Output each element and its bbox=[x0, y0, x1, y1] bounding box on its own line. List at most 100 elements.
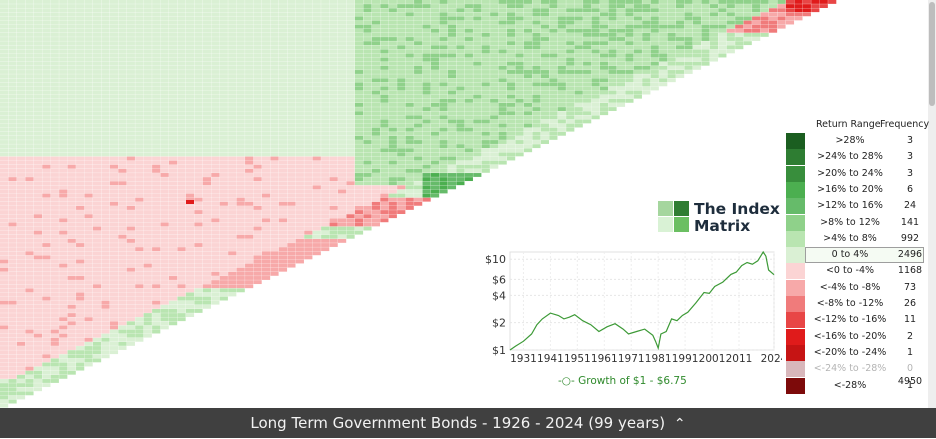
y-tick-label: $6 bbox=[492, 273, 506, 286]
footer-bar[interactable]: Long Term Government Bonds - 1926 - 2024… bbox=[0, 408, 936, 438]
x-tick-label: 1971 bbox=[618, 353, 645, 365]
scrollbar-thumb[interactable] bbox=[929, 2, 935, 106]
legend-row: 0 to 4%2496 bbox=[786, 247, 926, 263]
x-tick-label: 2024 bbox=[761, 353, 782, 365]
scrollbar[interactable] bbox=[928, 0, 936, 408]
legend-total: 4950 bbox=[894, 376, 926, 387]
legend-range-label: >8% to 12% bbox=[806, 215, 894, 231]
plot-area bbox=[510, 252, 774, 350]
legend-row: <-12% to -16%11 bbox=[786, 312, 926, 328]
logo-square bbox=[674, 217, 689, 232]
legend-swatch bbox=[786, 166, 805, 182]
legend-frequency-value: 11 bbox=[894, 312, 926, 328]
legend-row: >8% to 12%141 bbox=[786, 215, 926, 231]
x-tick-label: 1941 bbox=[537, 353, 564, 365]
legend-range-label: <-16% to -20% bbox=[806, 329, 894, 345]
legend-range-label: <-24% to -28% bbox=[806, 361, 894, 377]
growth-legend-label: Growth of $1 - $6.75 bbox=[578, 375, 687, 387]
legend-range-label: >24% to 28% bbox=[806, 149, 894, 165]
legend-frequency-value: 2496 bbox=[894, 247, 926, 263]
legend-range-label: >28% bbox=[806, 133, 894, 149]
y-tick-label: $4 bbox=[492, 289, 506, 302]
legend-range-label: <-12% to -16% bbox=[806, 312, 894, 328]
legend-frequency-value: 3 bbox=[894, 149, 926, 165]
legend-row: <-20% to -24%1 bbox=[786, 345, 926, 361]
logo-square bbox=[658, 217, 673, 232]
legend-row: >28%3 bbox=[786, 133, 926, 149]
logo: The Index Matrix bbox=[658, 201, 778, 233]
x-tick-label: 1981 bbox=[645, 353, 672, 365]
legend-swatch bbox=[786, 247, 805, 263]
y-tick-label: $1 bbox=[492, 344, 506, 357]
matrix-outlier-cell bbox=[186, 200, 194, 204]
x-tick-label: 2011 bbox=[726, 353, 753, 365]
legend-swatch bbox=[786, 361, 805, 377]
legend-header-range: Return Range bbox=[816, 118, 881, 132]
legend-row: >20% to 24%3 bbox=[786, 166, 926, 182]
footer-title: Long Term Government Bonds - 1926 - 2024… bbox=[250, 414, 665, 432]
legend-frequency-value: 0 bbox=[894, 361, 926, 377]
x-tick-label: 1931 bbox=[510, 353, 537, 365]
legend-range-label: >12% to 16% bbox=[806, 198, 894, 214]
legend-swatch bbox=[786, 345, 805, 361]
legend-row: >12% to 16%24 bbox=[786, 198, 926, 214]
legend-frequency-value: 6 bbox=[894, 182, 926, 198]
legend-swatch bbox=[786, 133, 805, 149]
legend-row: <0 to -4%1168 bbox=[786, 263, 926, 279]
x-tick-label: 2001 bbox=[699, 353, 726, 365]
growth-legend[interactable]: -○- Growth of $1 - $6.75 bbox=[558, 375, 687, 387]
legend-frequency-value: 1168 bbox=[894, 263, 926, 279]
logo-square bbox=[674, 201, 689, 216]
x-tick-label: 1961 bbox=[591, 353, 618, 365]
legend-range-label: <-8% to -12% bbox=[806, 296, 894, 312]
legend-header-frequency: Frequency bbox=[880, 118, 929, 132]
legend-swatch bbox=[786, 329, 805, 345]
legend-frequency-value: 3 bbox=[894, 133, 926, 149]
legend-swatch bbox=[786, 280, 805, 296]
return-range-legend: Return Range Frequency >28%3>24% to 28%3… bbox=[786, 118, 926, 390]
legend-frequency-value: 24 bbox=[894, 198, 926, 214]
legend-range-label: <-20% to -24% bbox=[806, 345, 894, 361]
legend-frequency-value: 73 bbox=[894, 280, 926, 296]
legend-swatch bbox=[786, 263, 805, 279]
legend-swatch bbox=[786, 149, 805, 165]
legend-frequency-value: 26 bbox=[894, 296, 926, 312]
logo-square bbox=[658, 201, 673, 216]
legend-row: >16% to 20%6 bbox=[786, 182, 926, 198]
legend-range-label: >20% to 24% bbox=[806, 166, 894, 182]
legend-row: <-8% to -12%26 bbox=[786, 296, 926, 312]
legend-frequency-value: 992 bbox=[894, 231, 926, 247]
legend-swatch bbox=[786, 378, 805, 394]
legend-range-label: <0 to -4% bbox=[806, 263, 894, 279]
y-tick-label: $2 bbox=[492, 317, 506, 330]
legend-swatch bbox=[786, 296, 805, 312]
legend-row: <-24% to -28%0 bbox=[786, 361, 926, 377]
legend-row: >4% to 8%992 bbox=[786, 231, 926, 247]
x-tick-label: 1951 bbox=[564, 353, 591, 365]
chevron-up-icon[interactable]: ⌃ bbox=[674, 409, 686, 439]
legend-row: <-4% to -8%73 bbox=[786, 280, 926, 296]
legend-range-label: >4% to 8% bbox=[806, 231, 894, 247]
legend-row: <-16% to -20%2 bbox=[786, 329, 926, 345]
legend-swatch bbox=[786, 182, 805, 198]
logo-text-line1: The Index bbox=[694, 200, 780, 218]
legend-frequency-value: 3 bbox=[894, 166, 926, 182]
legend-range-label: <-28% bbox=[806, 378, 894, 394]
x-tick-label: 1991 bbox=[672, 353, 699, 365]
legend-frequency-value: 2 bbox=[894, 329, 926, 345]
legend-swatch bbox=[786, 215, 805, 231]
growth-legend-marker-icon: -○- bbox=[558, 375, 575, 387]
legend-range-label: 0 to 4% bbox=[806, 247, 894, 263]
legend-swatch bbox=[786, 231, 805, 247]
legend-row: >24% to 28%3 bbox=[786, 149, 926, 165]
legend-range-label: >16% to 20% bbox=[806, 182, 894, 198]
logo-text-line2: Matrix bbox=[694, 217, 750, 235]
legend-swatch bbox=[786, 312, 805, 328]
legend-swatch bbox=[786, 198, 805, 214]
legend-frequency-value: 141 bbox=[894, 215, 926, 231]
legend-frequency-value: 1 bbox=[894, 345, 926, 361]
legend-range-label: <-4% to -8% bbox=[806, 280, 894, 296]
y-tick-label: $10 bbox=[485, 253, 506, 266]
